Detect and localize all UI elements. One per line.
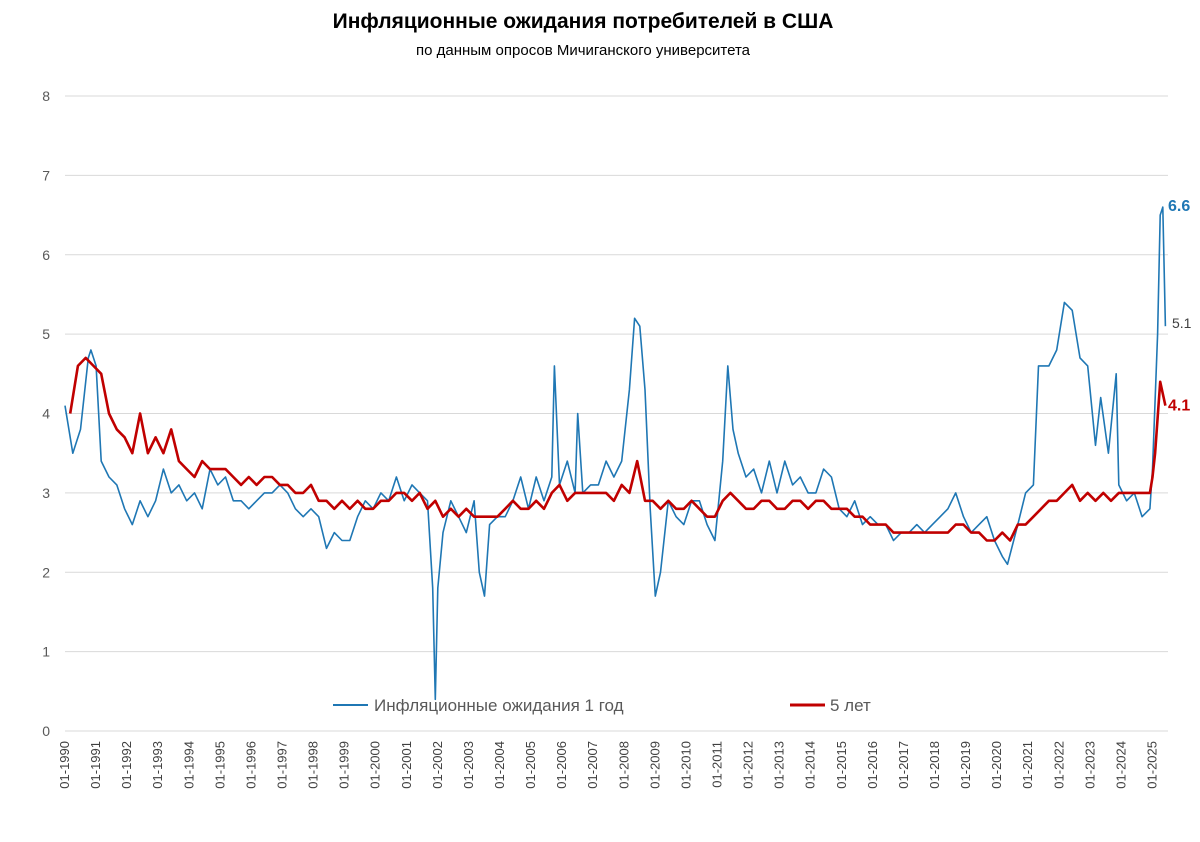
series-line-1y (64, 206, 1167, 701)
x-tick-label: 01-2023 (1082, 741, 1097, 789)
chart-subtitle: по данным опросов Мичиганского университ… (415, 42, 751, 59)
x-tick-label: 01-1995 (212, 741, 227, 789)
x-tick-label: 01-2011 (709, 741, 724, 788)
x-tick-label: 01-1999 (337, 741, 352, 789)
legend-label-5y: 5 лет (830, 696, 871, 715)
x-tick-label: 01-2018 (927, 741, 942, 789)
chart-title: Инфляционные ожидания потребителей в США (332, 10, 834, 33)
x-tick-label: 01-1991 (88, 741, 103, 789)
x-tick-label: 01-2004 (492, 741, 507, 789)
x-tick-label: 01-2021 (1020, 741, 1035, 789)
x-tick-label: 01-2016 (865, 741, 880, 789)
x-tick-label: 01-1997 (274, 741, 289, 789)
x-tick-label: 01-2015 (834, 741, 849, 789)
legend-label-1y: Инфляционные ожидания 1 год (374, 696, 624, 715)
x-tick-label: 01-1992 (119, 741, 134, 789)
x-tick-label: 01-1990 (57, 741, 72, 789)
y-tick-label: 3 (42, 485, 50, 501)
y-tick-label: 0 (42, 723, 50, 739)
x-tick-label: 01-2025 (1144, 741, 1159, 789)
series-line-5y (68, 356, 1167, 542)
x-tick-label: 01-2014 (803, 741, 818, 789)
end-label-5y: 4.1 (1168, 398, 1190, 415)
peak-label-1y: 6.6 (1168, 198, 1190, 215)
x-tick-label: 01-2001 (399, 741, 414, 789)
x-tick-label: 01-1993 (150, 741, 165, 789)
x-tick-label: 01-2005 (523, 741, 538, 789)
x-tick-label: 01-2013 (772, 741, 787, 789)
y-tick-label: 4 (42, 406, 50, 422)
x-tick-label: 01-2009 (647, 741, 662, 789)
x-tick-label: 01-2017 (896, 741, 911, 789)
x-tick-label: 01-2008 (616, 741, 631, 789)
y-tick-label: 1 (42, 644, 50, 660)
x-tick-label: 01-1996 (243, 741, 258, 789)
x-tick-label: 01-2010 (678, 741, 693, 789)
x-tick-label: 01-2012 (741, 741, 756, 789)
x-tick-label: 01-1998 (306, 741, 321, 789)
x-tick-label: 01-2007 (585, 741, 600, 789)
y-tick-label: 7 (42, 167, 50, 183)
y-tick-label: 5 (42, 326, 50, 342)
x-tick-label: 01-2022 (1051, 741, 1066, 789)
y-tick-label: 6 (42, 247, 50, 263)
x-tick-label: 01-2000 (368, 741, 383, 789)
end-label-1y: 5.1 (1172, 315, 1192, 331)
x-tick-label: 01-2020 (989, 741, 1004, 789)
x-tick-label: 01-2003 (461, 741, 476, 789)
y-tick-label: 8 (42, 88, 50, 104)
y-tick-label: 2 (42, 564, 50, 580)
x-tick-label: 01-2024 (1113, 741, 1128, 789)
x-tick-label: 01-1994 (181, 741, 196, 789)
x-tick-label: 01-2002 (430, 741, 445, 789)
x-tick-label: 01-2006 (554, 741, 569, 789)
x-tick-label: 01-2019 (958, 741, 973, 789)
